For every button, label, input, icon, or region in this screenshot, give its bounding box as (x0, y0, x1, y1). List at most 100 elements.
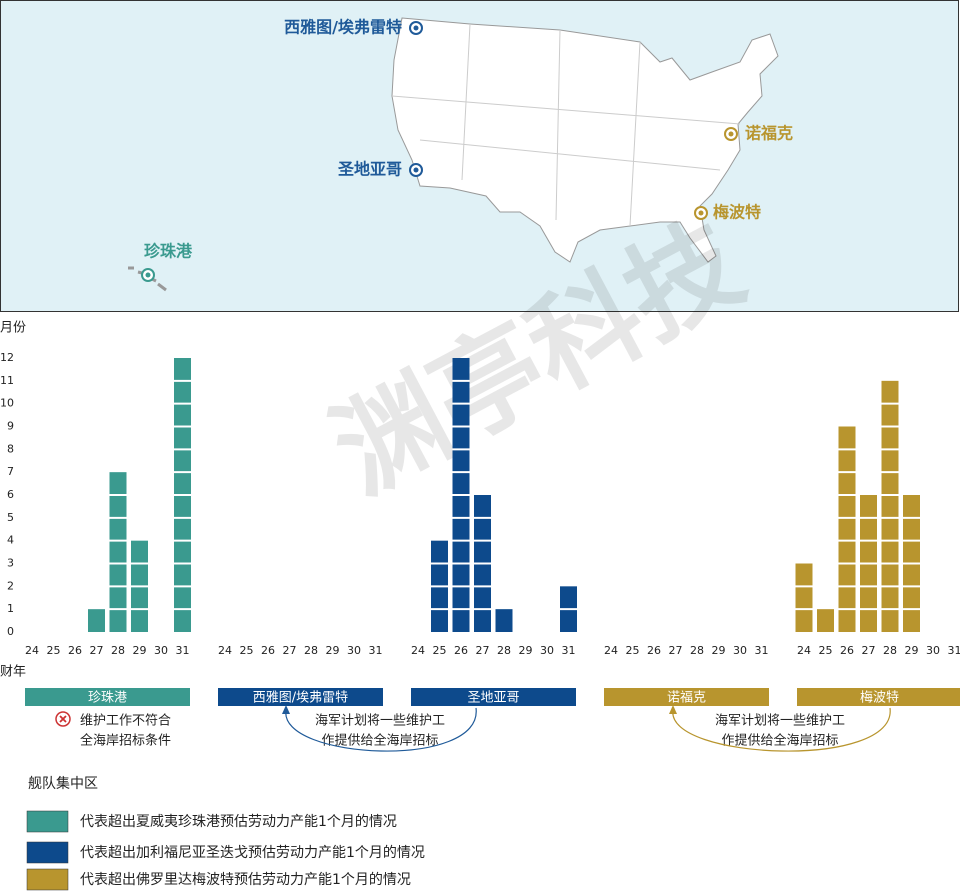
y-tick-label: 6 (7, 488, 14, 501)
legend-label: 代表超出佛罗里达梅波特预估劳动力产能1个月的情况 (80, 872, 411, 888)
group-header-label: 圣地亚哥 (467, 691, 519, 706)
legend-label: 代表超出夏威夷珍珠港预估劳动力产能1个月的情况 (80, 814, 397, 830)
x-tick-label: 24 (797, 644, 811, 657)
map-label: 诺福克 (745, 124, 793, 143)
x-tick-label: 31 (176, 644, 190, 657)
x-tick-label: 30 (926, 644, 940, 657)
arrow-head (669, 705, 677, 714)
group-header (411, 688, 576, 706)
map-label: 西雅图/埃弗雷特 (284, 18, 402, 37)
group-header-label: 西雅图/埃弗雷特 (253, 691, 348, 706)
x-tick-label: 26 (454, 644, 468, 657)
annotation: 全海岸招标条件 (80, 733, 171, 749)
arc-arrow (672, 707, 891, 752)
x-tick-label: 25 (240, 644, 254, 657)
x-tick-label: 26 (68, 644, 82, 657)
x-tick-label: 28 (690, 644, 704, 657)
annotation: 海军计划将一些维护工 (715, 714, 845, 729)
x-tick-label: 26 (840, 644, 854, 657)
group-header-label: 珍珠港 (88, 691, 127, 706)
group-header-label: 梅波特 (860, 691, 899, 706)
y-tick-label: 7 (7, 465, 14, 478)
bar (838, 426, 856, 632)
bar (817, 609, 834, 632)
x-tick-label: 24 (411, 644, 425, 657)
y-tick-label: 8 (7, 442, 14, 455)
y-tick-label: 9 (7, 420, 14, 433)
annotation: 维护工作不符合 (80, 713, 171, 729)
y-tick-label: 4 (7, 534, 14, 547)
state-lines (391, 23, 741, 227)
x-tick-label: 26 (647, 644, 661, 657)
legend-title: 舰队集中区 (28, 775, 98, 792)
map-label: 珍珠港 (144, 242, 193, 261)
x-tick-label: 27 (862, 644, 876, 657)
x-tick-label: 25 (433, 644, 447, 657)
group-header (604, 688, 769, 706)
y-tick-label: 12 (0, 351, 14, 364)
group-header (797, 688, 960, 706)
map-label: 圣地亚哥 (337, 160, 402, 179)
legend-label: 代表超出加利福尼亚圣迭戈预估劳动力产能1个月的情况 (80, 845, 425, 861)
map-marker-dot (698, 210, 704, 216)
x-tick-label: 29 (712, 644, 726, 657)
map-label: 梅波特 (713, 203, 761, 222)
group-header-label: 诺福克 (667, 691, 706, 706)
bar (881, 380, 899, 632)
x-tick-label: 28 (497, 644, 511, 657)
arrow-head (282, 705, 290, 714)
x-tick-label: 24 (604, 644, 618, 657)
annotation: 海军计划将一些维护工 (315, 714, 445, 729)
x-tick-label: 29 (133, 644, 147, 657)
x-tick-label: 28 (883, 644, 897, 657)
x-tick-label: 25 (819, 644, 833, 657)
x-tick-label: 27 (669, 644, 683, 657)
x-tick-label: 30 (154, 644, 168, 657)
us-outline (391, 17, 779, 263)
annotation: 作提供给全海岸招标 (721, 733, 838, 749)
x-tick-label: 26 (261, 644, 275, 657)
legend-swatch (26, 868, 69, 891)
y-tick-label: 1 (7, 602, 14, 615)
x-tick-label: 27 (283, 644, 297, 657)
x-tick-label: 29 (905, 644, 919, 657)
x-tick-label: 25 (626, 644, 640, 657)
bar (88, 609, 105, 632)
map-marker-dot (413, 25, 419, 31)
bar (495, 609, 513, 632)
y-tick-label: 5 (7, 511, 14, 524)
legend-swatch (26, 841, 69, 864)
x-tick-label: 29 (326, 644, 340, 657)
map-marker-dot (145, 272, 151, 278)
map-marker-dot (728, 131, 734, 137)
x-tick-label: 30 (540, 644, 554, 657)
map-marker-dot (413, 167, 419, 173)
x-tick-label: 28 (304, 644, 318, 657)
group-header (25, 688, 190, 706)
group-header (218, 688, 383, 706)
x-tick-label: 30 (347, 644, 361, 657)
x-tick-label: 29 (519, 644, 533, 657)
x-tick-label: 27 (476, 644, 490, 657)
x-tick-label: 31 (948, 644, 960, 657)
y-tick-label: 2 (7, 579, 14, 592)
x-tick-label: 25 (47, 644, 61, 657)
y-tick-label: 3 (7, 557, 14, 570)
y-tick-label: 10 (0, 397, 14, 410)
exclude-cross (59, 715, 67, 723)
legend-swatch (26, 810, 69, 833)
x-axis-label: 财年 (0, 665, 26, 680)
y-tick-label: 11 (0, 374, 14, 387)
x-tick-label: 31 (562, 644, 576, 657)
bar (109, 472, 127, 632)
annotation: 作提供给全海岸招标 (321, 733, 438, 749)
x-tick-label: 28 (111, 644, 125, 657)
x-tick-label: 31 (369, 644, 383, 657)
bar (795, 563, 813, 632)
x-tick-label: 31 (755, 644, 769, 657)
x-tick-label: 27 (90, 644, 104, 657)
y-tick-label: 0 (7, 625, 14, 638)
x-tick-label: 24 (25, 644, 39, 657)
